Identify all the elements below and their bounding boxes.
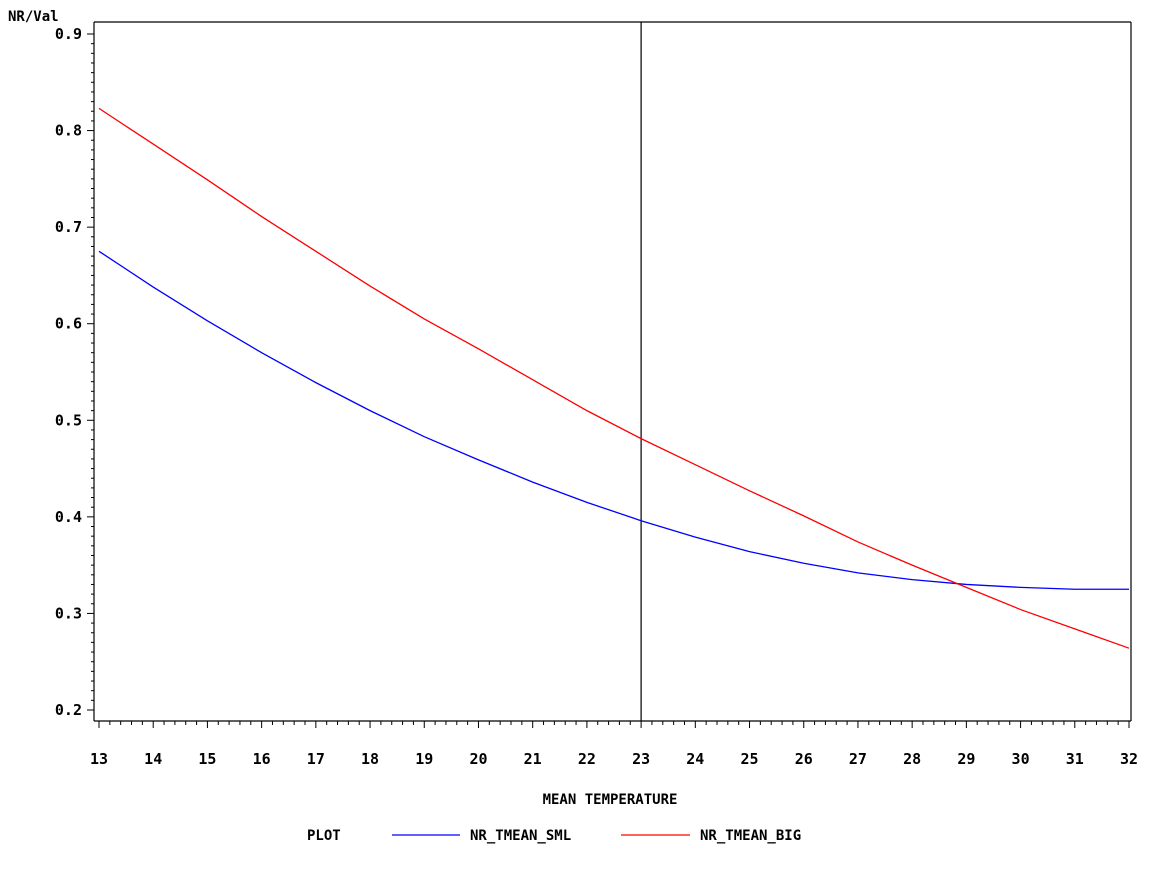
series-lines <box>98 22 1130 721</box>
x-tick-label: 31 <box>1066 750 1084 768</box>
y-tick-label: 0.3 <box>55 604 82 622</box>
series-line-nr-tmean-big <box>98 107 1130 649</box>
legend-label-sml: NR_TMEAN_SML <box>470 828 571 844</box>
y-tick-label: 0.5 <box>55 411 82 429</box>
legend-title: PLOT <box>307 828 341 844</box>
y-tick-label: 0.2 <box>55 701 82 719</box>
x-tick-label: 13 <box>90 750 108 768</box>
x-axis-label: MEAN TEMPERATURE <box>543 792 678 808</box>
y-tick-label: 0.4 <box>55 508 82 526</box>
x-tick-label: 17 <box>307 750 325 768</box>
x-tick-label: 18 <box>361 750 379 768</box>
x-tick-label: 23 <box>632 750 650 768</box>
y-tick-label: 0.8 <box>55 122 82 140</box>
axes <box>93 21 1132 722</box>
y-tick-label: 0.7 <box>55 218 82 236</box>
legend-label-big: NR_TMEAN_BIG <box>700 828 801 844</box>
x-tick-label: 25 <box>740 750 758 768</box>
x-tick-label: 16 <box>253 750 271 768</box>
y-tick-label: 0.6 <box>55 315 82 333</box>
x-tick-label: 27 <box>849 750 867 768</box>
x-tick-label: 15 <box>198 750 216 768</box>
x-tick-label: 28 <box>903 750 921 768</box>
axis-ticks: 0.2 0.3 0.4 0.5 0.6 0.7 0.8 0.9 13 14 15 16 17 18 19 20… <box>55 25 1138 768</box>
y-axis-label: NR/Val <box>8 9 59 25</box>
x-tick-label: 26 <box>795 750 813 768</box>
x-tick-label: 24 <box>686 750 704 768</box>
series-line-nr-tmean-sml <box>98 250 1129 590</box>
x-tick-label: 29 <box>957 750 975 768</box>
legend: PLOT NR_TMEAN_SML NR_TMEAN_BIG <box>307 828 801 844</box>
x-tick-label: 14 <box>144 750 162 768</box>
x-tick-label: 30 <box>1012 750 1030 768</box>
x-tick-label: 22 <box>578 750 596 768</box>
x-tick-label: 21 <box>524 750 542 768</box>
x-tick-label: 19 <box>415 750 433 768</box>
x-tick-label: 32 <box>1120 750 1138 768</box>
y-tick-label: 0.9 <box>55 25 82 43</box>
x-tick-label: 20 <box>469 750 487 768</box>
